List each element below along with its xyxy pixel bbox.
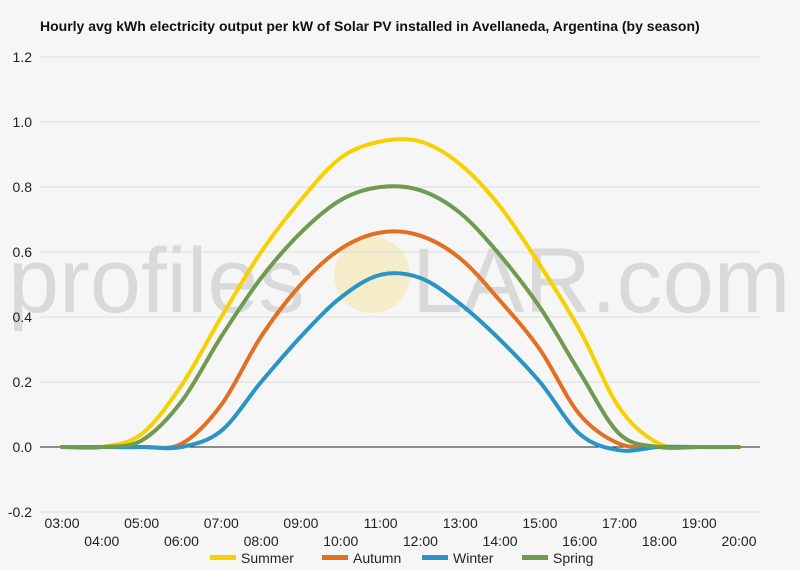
series-line-autumn bbox=[60, 229, 741, 450]
x-tick-label: 09:00 bbox=[283, 515, 318, 531]
series-lines bbox=[60, 137, 741, 453]
y-tick-label: 0.4 bbox=[13, 309, 33, 325]
x-tick-label: 08:00 bbox=[244, 533, 279, 549]
series-line-winter bbox=[60, 271, 741, 453]
y-tick-label: 0.2 bbox=[13, 374, 33, 390]
series-line-summer bbox=[60, 137, 741, 450]
x-tick-label: 11:00 bbox=[364, 515, 398, 531]
watermark: profiles LAR.com bbox=[8, 230, 790, 332]
x-tick-label: 18:00 bbox=[642, 533, 677, 549]
legend-label-autumn: Autumn bbox=[353, 550, 401, 566]
y-tick-label: 1.2 bbox=[13, 49, 33, 65]
x-tick-label: 10:00 bbox=[323, 533, 358, 549]
y-tick-label: -0.2 bbox=[8, 504, 32, 520]
x-tick-label: 16:00 bbox=[562, 533, 597, 549]
legend-label-summer: Summer bbox=[241, 550, 294, 566]
chart-title: Hourly avg kWh electricity output per kW… bbox=[40, 18, 700, 34]
x-tick-label: 20:00 bbox=[721, 533, 756, 549]
y-axis: -0.2 0.0 0.2 0.4 0.6 0.8 1.0 1.2 bbox=[8, 49, 32, 520]
series-line-spring bbox=[60, 184, 741, 450]
y-tick-label: 0.0 bbox=[13, 439, 33, 455]
y-tick-label: 0.6 bbox=[13, 244, 33, 260]
x-tick-label: 03:00 bbox=[44, 515, 79, 531]
watermark-text-left: profiles bbox=[8, 230, 305, 332]
x-tick-label: 19:00 bbox=[682, 515, 717, 531]
legend-swatch-winter bbox=[422, 555, 448, 560]
x-tick-label: 04:00 bbox=[84, 533, 119, 549]
x-tick-label: 07:00 bbox=[204, 515, 239, 531]
x-tick-label: 12:00 bbox=[403, 533, 438, 549]
legend: Summer Autumn Winter Spring bbox=[210, 550, 593, 566]
x-tick-label: 15:00 bbox=[522, 515, 557, 531]
y-tick-label: 0.8 bbox=[13, 179, 33, 195]
x-tick-label: 14:00 bbox=[483, 533, 518, 549]
y-tick-label: 1.0 bbox=[13, 114, 33, 130]
x-tick-label: 13:00 bbox=[443, 515, 478, 531]
x-tick-label: 06:00 bbox=[164, 533, 199, 549]
legend-swatch-spring bbox=[522, 555, 548, 560]
legend-label-winter: Winter bbox=[453, 550, 494, 566]
x-tick-label: 05:00 bbox=[124, 515, 159, 531]
x-tick-label: 17:00 bbox=[602, 515, 637, 531]
legend-swatch-summer bbox=[210, 555, 236, 560]
legend-swatch-autumn bbox=[322, 555, 348, 560]
legend-label-spring: Spring bbox=[553, 550, 593, 566]
watermark-sun-icon bbox=[334, 237, 410, 313]
